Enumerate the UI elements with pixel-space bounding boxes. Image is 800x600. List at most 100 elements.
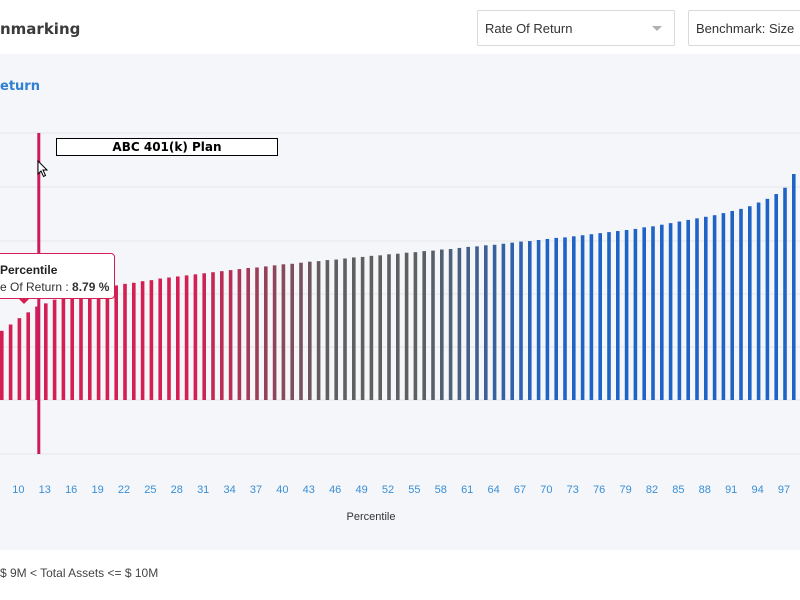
bar[interactable] — [228, 270, 233, 400]
bar[interactable] — [140, 281, 145, 400]
bar[interactable] — [387, 254, 391, 400]
bar[interactable] — [748, 206, 752, 400]
bar[interactable] — [660, 224, 664, 400]
bar[interactable] — [484, 245, 488, 400]
bar[interactable] — [607, 232, 611, 400]
bar[interactable] — [616, 231, 620, 400]
bar[interactable] — [272, 265, 277, 400]
bar[interactable] — [668, 223, 673, 400]
bar[interactable] — [105, 287, 110, 400]
bar[interactable] — [299, 262, 303, 400]
bar[interactable] — [783, 187, 787, 400]
bar[interactable] — [352, 257, 356, 400]
bar[interactable] — [17, 318, 22, 400]
x-tick-label: 55 — [408, 484, 420, 496]
bar[interactable] — [545, 238, 550, 400]
bar[interactable] — [528, 241, 532, 400]
bar[interactable] — [413, 252, 418, 400]
bar[interactable] — [695, 218, 699, 400]
bar[interactable] — [360, 256, 365, 400]
bar[interactable] — [651, 226, 655, 400]
bar[interactable] — [35, 306, 39, 400]
bar[interactable] — [316, 261, 321, 400]
bar[interactable] — [61, 297, 66, 400]
bar[interactable] — [730, 210, 734, 400]
bar[interactable] — [184, 275, 189, 400]
bar[interactable] — [246, 268, 250, 400]
bar[interactable] — [8, 324, 13, 401]
bar[interactable] — [624, 229, 629, 400]
bar[interactable] — [193, 274, 198, 400]
bar[interactable] — [422, 251, 426, 400]
bar[interactable] — [44, 303, 48, 400]
bar[interactable] — [132, 282, 136, 400]
bar[interactable] — [633, 228, 638, 400]
bar[interactable] — [765, 198, 770, 400]
bar[interactable] — [501, 243, 506, 400]
bar[interactable] — [79, 292, 83, 400]
bar[interactable] — [774, 194, 778, 400]
bar[interactable] — [448, 248, 453, 400]
bar[interactable] — [792, 174, 796, 400]
bar[interactable] — [712, 215, 717, 400]
bar[interactable] — [220, 271, 224, 400]
bar[interactable] — [149, 280, 154, 400]
bar[interactable] — [211, 272, 215, 400]
bar[interactable] — [563, 237, 567, 400]
bar[interactable] — [739, 208, 743, 400]
bar[interactable] — [290, 263, 294, 400]
bar[interactable] — [123, 283, 127, 400]
bar[interactable] — [88, 290, 92, 400]
bar[interactable] — [686, 219, 690, 400]
x-tick-label: 64 — [487, 484, 499, 496]
x-tick-label: 79 — [619, 484, 631, 496]
benchmark-select[interactable]: Benchmark: Size — [688, 10, 800, 46]
bar[interactable] — [457, 247, 462, 400]
bar[interactable] — [96, 288, 101, 400]
x-tick-label: 25 — [144, 484, 156, 496]
bar[interactable] — [721, 213, 726, 400]
bar[interactable] — [264, 266, 268, 400]
bar[interactable] — [404, 252, 409, 400]
bar[interactable] — [167, 277, 171, 401]
bar[interactable] — [642, 227, 646, 400]
bar[interactable] — [343, 258, 347, 401]
bar[interactable] — [572, 236, 576, 400]
bar[interactable] — [0, 330, 4, 400]
bar[interactable] — [396, 253, 400, 400]
bar[interactable] — [202, 273, 206, 400]
bar[interactable] — [440, 249, 444, 400]
bar[interactable] — [369, 255, 374, 400]
bar[interactable] — [704, 216, 708, 400]
bar[interactable] — [431, 250, 435, 400]
x-tick-label: 22 — [118, 484, 130, 496]
x-tick-label: 43 — [303, 484, 315, 496]
bar[interactable] — [26, 312, 30, 400]
bar[interactable] — [492, 244, 497, 400]
bar[interactable] — [519, 241, 523, 400]
bar[interactable] — [334, 259, 338, 400]
bar[interactable] — [466, 246, 470, 400]
bar[interactable] — [52, 299, 57, 400]
bar[interactable] — [677, 221, 682, 400]
bar[interactable] — [255, 267, 259, 400]
bar[interactable] — [325, 260, 330, 400]
bar[interactable] — [308, 261, 312, 400]
bar[interactable] — [580, 235, 585, 400]
bar[interactable] — [536, 240, 541, 400]
bar[interactable] — [510, 242, 514, 400]
bar[interactable] — [589, 234, 594, 400]
metric-select[interactable]: Rate Of Return — [477, 10, 675, 46]
bar[interactable] — [281, 264, 286, 400]
bar[interactable] — [554, 237, 558, 400]
bar[interactable] — [158, 278, 162, 400]
bar[interactable] — [237, 269, 242, 400]
bar[interactable] — [176, 276, 180, 400]
bar[interactable] — [114, 285, 118, 400]
bar[interactable] — [756, 202, 761, 400]
bar[interactable] — [475, 246, 479, 400]
bar[interactable] — [378, 255, 382, 400]
bar[interactable] — [598, 233, 602, 400]
chevron-down-icon[interactable] — [652, 26, 662, 31]
bar[interactable] — [70, 294, 74, 400]
